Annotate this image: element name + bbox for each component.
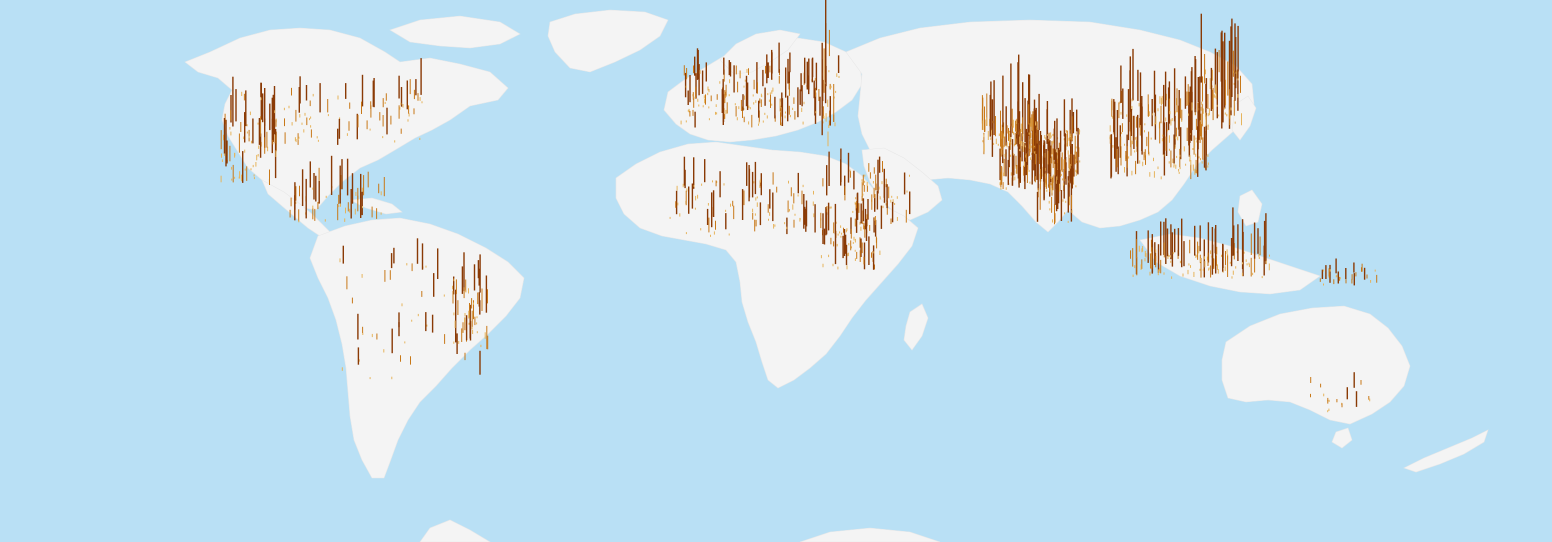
- spike-layer: [220, 0, 1378, 413]
- antarctica: [419, 519, 941, 542]
- south-america: [309, 217, 525, 479]
- tasmania: [1331, 427, 1353, 449]
- scandinavia: [719, 29, 801, 75]
- southeast-asia-islands: [1139, 233, 1321, 295]
- madagascar: [903, 303, 929, 351]
- greenland: [547, 9, 669, 73]
- caribbean: [348, 197, 403, 215]
- new-zealand: [1403, 429, 1489, 473]
- australia: [1221, 305, 1411, 425]
- north-america: [184, 27, 509, 211]
- arctic-islands: [389, 15, 521, 49]
- africa: [615, 141, 919, 389]
- philippines: [1237, 189, 1263, 227]
